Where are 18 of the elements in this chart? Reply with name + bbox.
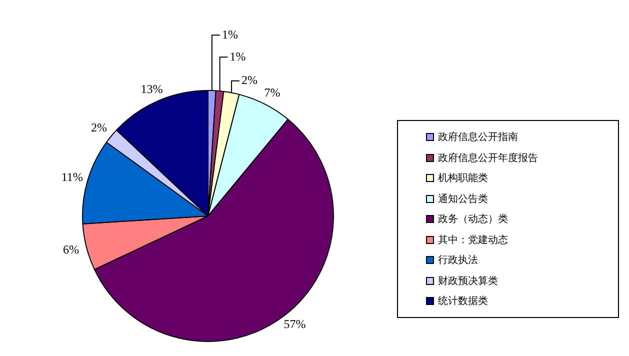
data-label: 1% bbox=[230, 49, 246, 64]
legend-label: 政务（动态）类 bbox=[438, 212, 508, 226]
data-label: 7% bbox=[264, 86, 280, 100]
data-label: 6% bbox=[62, 242, 79, 256]
legend-label: 财政预决算类 bbox=[438, 274, 498, 288]
legend-label: 通知公告类 bbox=[438, 192, 488, 206]
legend-label: 机构职能类 bbox=[438, 172, 488, 186]
data-label: 11% bbox=[61, 170, 83, 184]
data-label: 13% bbox=[140, 82, 163, 96]
legend-label: 政府信息公开年度报告 bbox=[438, 152, 538, 165]
data-label: 57% bbox=[284, 316, 306, 331]
legend-label: 统计数据类 bbox=[438, 294, 488, 308]
legend-label: 行政执法 bbox=[438, 254, 478, 268]
data-label: 2% bbox=[90, 120, 107, 135]
legend-label: 其中：党建动态 bbox=[438, 234, 508, 247]
data-label: 1% bbox=[222, 27, 238, 42]
data-label: 2% bbox=[242, 73, 258, 88]
legend-label: 政府信息公开指南 bbox=[438, 130, 518, 144]
